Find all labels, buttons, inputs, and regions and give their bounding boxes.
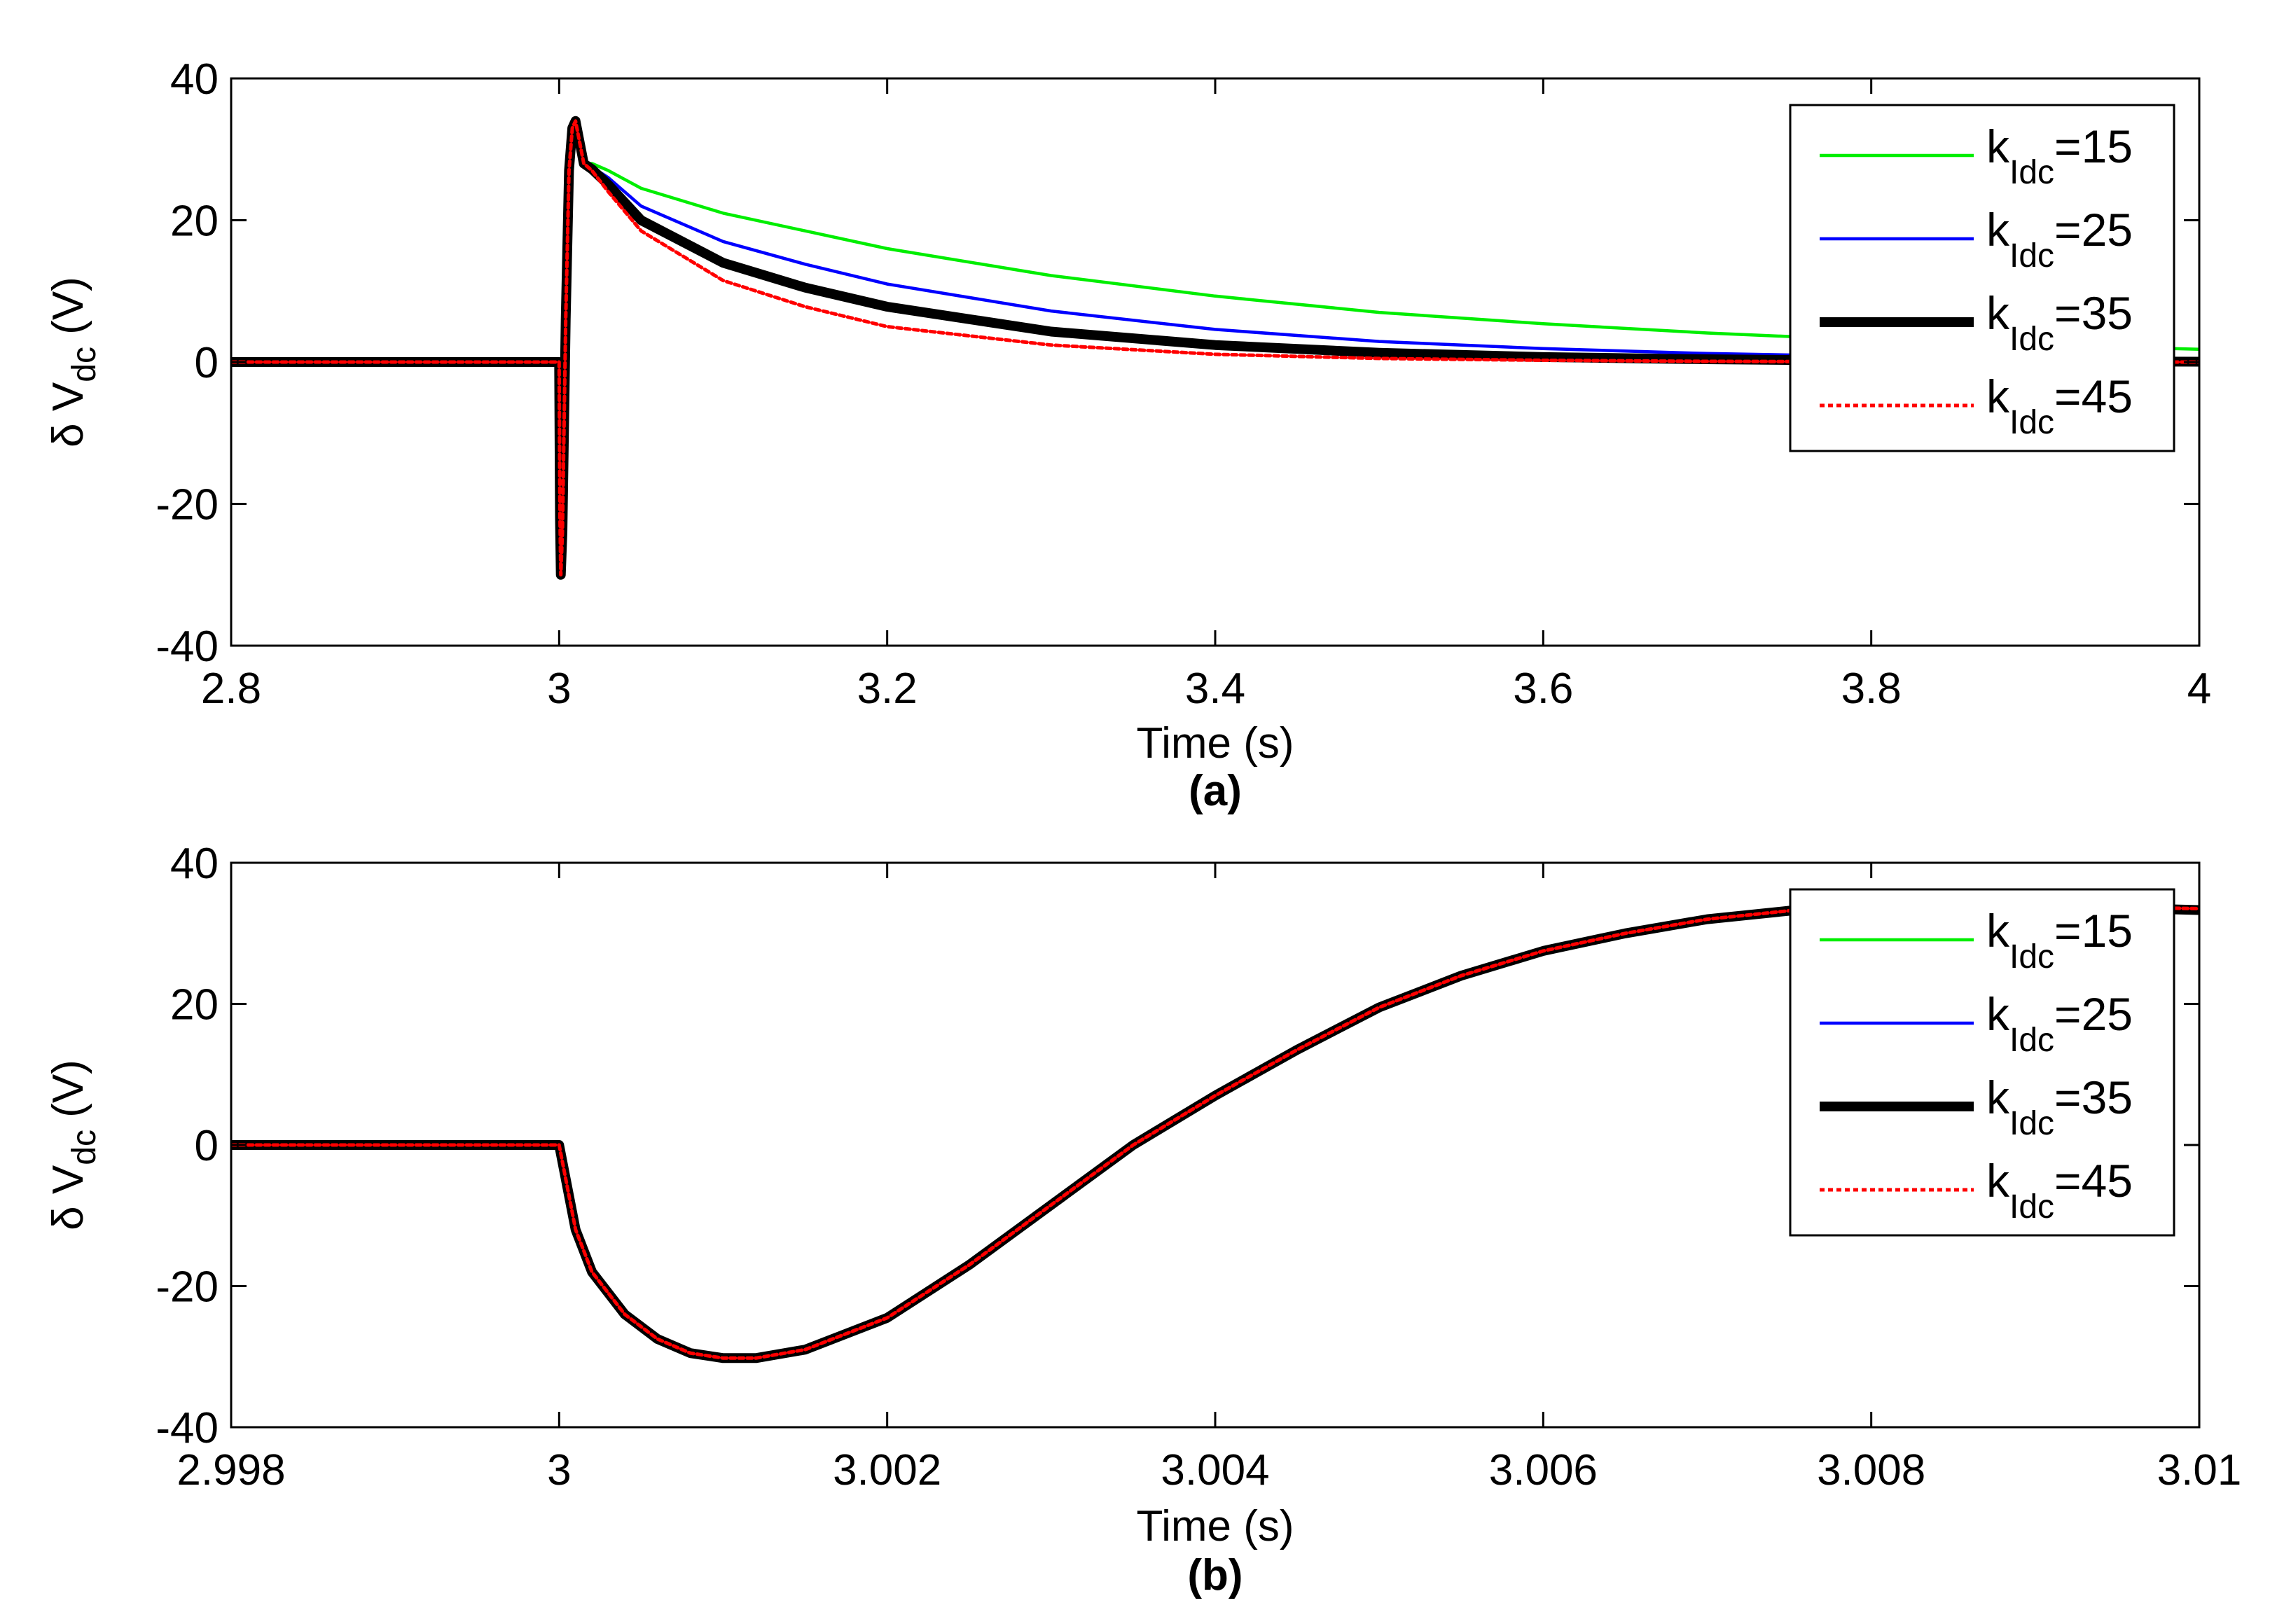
y-axis-label-sub: dc <box>66 347 103 382</box>
legend-entry-main: k <box>1986 1155 2010 1207</box>
legend-entry: kIdc=15 <box>1986 905 2133 976</box>
legend-entry-suffix: =15 <box>2054 905 2133 957</box>
x-tick-label: 4 <box>2187 665 2211 713</box>
legend-entry-sub: Idc <box>2009 1022 2054 1059</box>
legend-entry-main: k <box>1986 120 2010 172</box>
legend-box <box>1789 104 2175 452</box>
y-tick-label: -20 <box>155 1263 219 1312</box>
x-tick-label: 3.6 <box>1513 665 1573 713</box>
panel-a: 2.8 3 3.2 3.4 3.6 3.8 4 -40 -20 0 20 40 Time (s) δ Vd… <box>44 55 2211 815</box>
y-axis-label-main: δ V <box>44 382 92 447</box>
y-tick-label: 40 <box>170 840 219 888</box>
x-tick-label: 3 <box>547 1446 571 1494</box>
y-tick-label: 20 <box>170 197 219 246</box>
legend-entry-suffix: =35 <box>2054 1071 2133 1123</box>
legend-entry-suffix: =25 <box>2054 988 2133 1040</box>
y-tick-label: -40 <box>155 623 219 671</box>
x-axis-label: Time (s) <box>1137 719 1294 768</box>
legend-entry: kIdc=15 <box>1986 120 2133 191</box>
legend-entry-main: k <box>1986 988 2010 1040</box>
legend-entry-suffix: =45 <box>2054 1155 2133 1207</box>
y-axis-label: δ Vdc (V) <box>44 277 103 447</box>
legend-entry: kIdc=45 <box>1986 1155 2133 1226</box>
y-axis-label: δ Vdc (V) <box>44 1060 103 1230</box>
legend-entry-suffix: =45 <box>2054 370 2133 422</box>
y-tick-label: 0 <box>195 339 219 387</box>
x-tick-label: 3.8 <box>1841 665 1902 713</box>
legend-entry-suffix: =35 <box>2054 287 2133 339</box>
series-line-kidc-45 <box>231 119 2199 577</box>
legend-entry-suffix: =15 <box>2054 120 2133 172</box>
legend-entry-suffix: =25 <box>2054 204 2133 256</box>
legend-entry: kIdc=35 <box>1986 1071 2133 1142</box>
y-tick-label: 20 <box>170 981 219 1029</box>
legend-entry-sub: Idc <box>2009 321 2054 358</box>
y-tick-label: 40 <box>170 55 219 104</box>
legend-box <box>1789 888 2175 1237</box>
x-tick-label: 2.8 <box>201 665 261 713</box>
panel-b: 2.998 3 3.002 3.004 3.006 3.008 3.01 -40 -20 0 20 4… <box>44 840 2241 1599</box>
legend-entry-main: k <box>1986 370 2010 422</box>
x-tick-label: 3.2 <box>857 665 918 713</box>
series-group <box>231 116 2199 580</box>
x-axis-label: Time (s) <box>1137 1502 1294 1550</box>
y-axis-label-sub: dc <box>66 1130 103 1165</box>
legend-entry-sub: Idc <box>2009 1105 2054 1142</box>
x-tick-label: 3.004 <box>1161 1446 1269 1494</box>
legend-entry-main: k <box>1986 287 2010 339</box>
legend-entry-main: k <box>1986 905 2010 957</box>
x-tick-label: 2.998 <box>177 1446 285 1494</box>
x-tick-label: 3.002 <box>833 1446 941 1494</box>
legend-entry-main: k <box>1986 1071 2010 1123</box>
legend-entry: kIdc=45 <box>1986 370 2133 441</box>
x-tick-label: 3.006 <box>1489 1446 1598 1494</box>
x-tick-label: 3.01 <box>2157 1446 2242 1494</box>
legend-entry: kIdc=25 <box>1986 988 2133 1059</box>
y-axis-label-main: δ V <box>44 1165 92 1230</box>
legend-entry: kIdc=25 <box>1986 204 2133 275</box>
x-tick-label: 3.008 <box>1817 1446 1925 1494</box>
legend-entry-main: k <box>1986 204 2010 256</box>
legend-entry-sub: Idc <box>2009 237 2054 275</box>
panel-label: (b) <box>1187 1551 1243 1599</box>
y-axis-label-unit: (V) <box>44 277 92 347</box>
y-tick-label: -20 <box>155 481 219 529</box>
legend-entry-sub: Idc <box>2009 938 2054 976</box>
legend-entry-sub: Idc <box>2009 154 2054 191</box>
x-tick-label: 3.4 <box>1185 665 1245 713</box>
y-axis-label-unit: (V) <box>44 1060 92 1130</box>
x-tick-label: 3 <box>547 665 571 713</box>
legend-entry: kIdc=35 <box>1986 287 2133 358</box>
y-tick-label: 0 <box>195 1122 219 1170</box>
y-tick-label: -40 <box>155 1404 219 1452</box>
legend-entry-sub: Idc <box>2009 404 2054 441</box>
legend-entry-sub: Idc <box>2009 1188 2054 1226</box>
panel-label: (a) <box>1189 767 1242 815</box>
